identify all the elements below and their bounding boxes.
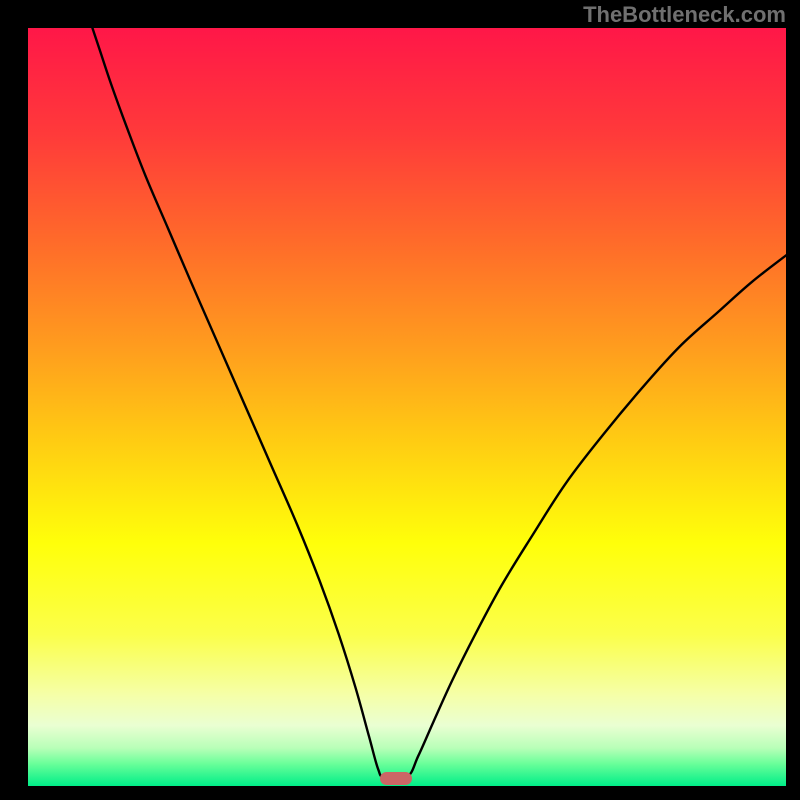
minimum-marker bbox=[380, 772, 412, 785]
plot-area bbox=[28, 28, 786, 786]
watermark-text: TheBottleneck.com bbox=[583, 2, 786, 28]
curve-overlay bbox=[28, 28, 786, 786]
chart-container: TheBottleneck.com bbox=[0, 0, 800, 800]
